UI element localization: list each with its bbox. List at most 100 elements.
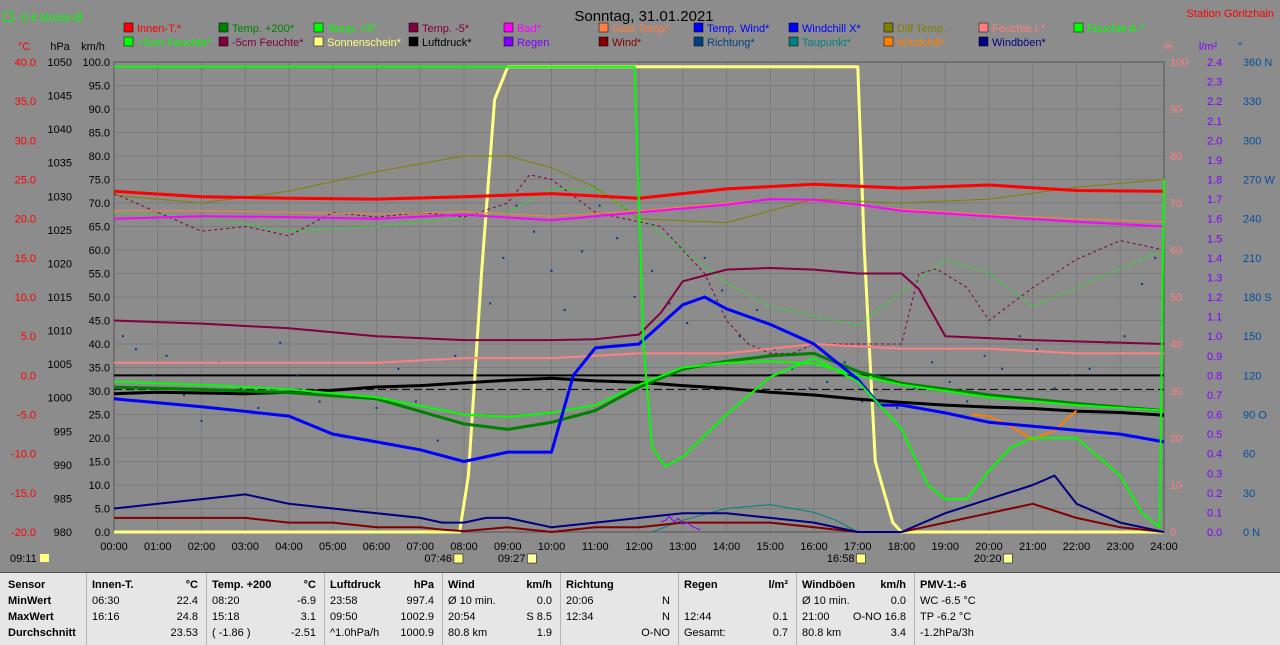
- data-point: [165, 354, 168, 357]
- summary-cell-value: 23.53: [170, 627, 198, 639]
- legend-label-temp-5: Temp. -5*: [422, 23, 470, 35]
- data-point: [318, 400, 321, 403]
- data-point: [152, 374, 155, 377]
- plot-frame: [113, 61, 1165, 533]
- time-tick: 00:00: [100, 541, 128, 553]
- summary-divider: [324, 573, 325, 645]
- hum-tick: 70: [1170, 198, 1182, 210]
- legend-label-5cm-feuchte: -5cm Feuchte*: [232, 37, 304, 49]
- legend-label-gast-temp: Gast Temp*: [612, 23, 670, 35]
- legend-swatch-innen-t: [123, 22, 134, 33]
- data-point: [966, 400, 969, 403]
- series-bad: [113, 198, 1165, 228]
- legend-swatch-temp-5: [313, 22, 324, 33]
- rain-tick: 1.5: [1207, 233, 1222, 245]
- summary-cell-value: N: [662, 611, 670, 623]
- rain-tick: 0.5: [1207, 429, 1222, 441]
- event-label: 09:27: [498, 553, 526, 565]
- chart-title: Sonntag, 31.01.2021: [574, 8, 713, 25]
- data-point: [616, 237, 619, 240]
- data-point: [1141, 282, 1144, 285]
- summary-cell-label: Gesamt:: [684, 627, 726, 639]
- summary-cell-label: 08:20: [212, 595, 240, 607]
- data-point: [843, 361, 846, 364]
- summary-avg-label: Durchschnitt: [8, 627, 76, 639]
- press-tick: 1040: [48, 124, 72, 136]
- wind-tick: 70.0: [89, 198, 110, 210]
- summary-table: Sensor MinWert MaxWert Durchschnitt Inne…: [0, 572, 1280, 645]
- series-windb-en: [113, 474, 1165, 533]
- summary-cell-label: TP -6.2 °C: [920, 611, 972, 623]
- temp-tick: 25.0: [15, 175, 36, 187]
- press-tick: 1025: [48, 225, 72, 237]
- summary-cell-label: 80.8 km: [802, 627, 842, 639]
- rain-tick: 1.9: [1207, 155, 1222, 167]
- summary-col-wind: Wind km/h Ø 10 min. 0.0 20:54 S 8.5 80.8 km 1.9: [444, 575, 558, 643]
- dir-tick: 270 W: [1243, 175, 1275, 187]
- data-point: [200, 420, 203, 423]
- wind-tick: 85.0: [89, 128, 110, 140]
- station-name: Station Göritzhain: [1187, 8, 1274, 20]
- legend-label-wind: Wind*: [612, 37, 642, 49]
- summary-sensor-col: Sensor MinWert MaxWert Durchschnitt: [6, 575, 86, 643]
- legend-swatch-gast-temp: [598, 22, 609, 33]
- summary-cell-label: 12:34: [566, 611, 594, 623]
- press-tick: 1010: [48, 326, 72, 338]
- series-temp-wind: [113, 295, 1165, 463]
- wind-tick: 50.0: [89, 292, 110, 304]
- time-tick: 11:00: [582, 541, 609, 553]
- dir-tick: 30: [1243, 488, 1255, 500]
- summary-cell-value: S 8.5: [526, 611, 552, 623]
- summary-unit: l/m²: [768, 579, 788, 591]
- data-point: [1053, 387, 1056, 390]
- summary-divider: [796, 573, 797, 645]
- legend-label-richtung: Richtung*: [707, 37, 755, 49]
- data-point: [913, 387, 916, 390]
- series-windchill: [971, 409, 1078, 441]
- rain-tick: 1.6: [1207, 214, 1222, 226]
- sun-icon: [856, 553, 866, 564]
- legend-label-diff-temp: Diff Temp.: [897, 23, 946, 35]
- dir-tick: 240: [1243, 214, 1261, 226]
- time-tick: 19:00: [931, 541, 959, 553]
- summary-cell-value: 0.0: [536, 595, 552, 607]
- press-tick: 1035: [48, 158, 72, 170]
- data-point: [1088, 367, 1091, 370]
- summary-cell-label: WC -6.5 °C: [920, 595, 976, 607]
- rain-tick: 0.8: [1207, 370, 1222, 382]
- summary-cell-value: 1000.9: [400, 627, 434, 639]
- legend-label-luftdruck: Luftdruck*: [422, 37, 472, 49]
- time-tick: 13:00: [669, 541, 697, 553]
- wind-tick: 75.0: [89, 175, 110, 187]
- series-feuchte-i: [114, 343, 1164, 364]
- data-point: [375, 406, 378, 409]
- press-tick: 985: [54, 493, 72, 505]
- unit-label-rain: l/m²: [1199, 41, 1218, 53]
- event-label: 09:11: [10, 553, 37, 565]
- temp-tick: -15.0: [11, 488, 36, 500]
- summary-divider: [560, 573, 561, 645]
- hum-tick: 50: [1170, 292, 1182, 304]
- axis-units: °C hPa km/h% l/m² °: [18, 41, 1242, 53]
- legend-swatch-5cm-feuchte: [218, 36, 229, 47]
- temp-tick: -20.0: [11, 527, 36, 539]
- legend-label-temp-200: Temp. +200*: [232, 23, 295, 35]
- time-tick: 17:00: [844, 541, 872, 553]
- rain-tick: 0.2: [1207, 488, 1222, 500]
- wind-tick: 80.0: [89, 151, 110, 163]
- summary-cell-value: O-NO: [641, 627, 670, 639]
- rain-tick: 0.4: [1207, 449, 1222, 461]
- data-point: [436, 439, 439, 442]
- dir-tick: 300: [1243, 135, 1261, 147]
- data-point: [296, 374, 299, 377]
- wind-tick: 95.0: [89, 81, 110, 93]
- summary-header: Luftdruck: [330, 579, 381, 591]
- data-point: [756, 309, 759, 312]
- data-point: [121, 335, 124, 338]
- wind-tick: 30.0: [89, 386, 110, 398]
- summary-unit: km/h: [880, 579, 906, 591]
- summary-header: Innen-T.: [92, 579, 134, 591]
- data-point: [721, 289, 724, 292]
- summary-col-richtung: Richtung 20:06 N 12:34 N O-NO: [562, 575, 676, 643]
- legend-label-sonnenschein: Sonnenschein*: [327, 37, 402, 49]
